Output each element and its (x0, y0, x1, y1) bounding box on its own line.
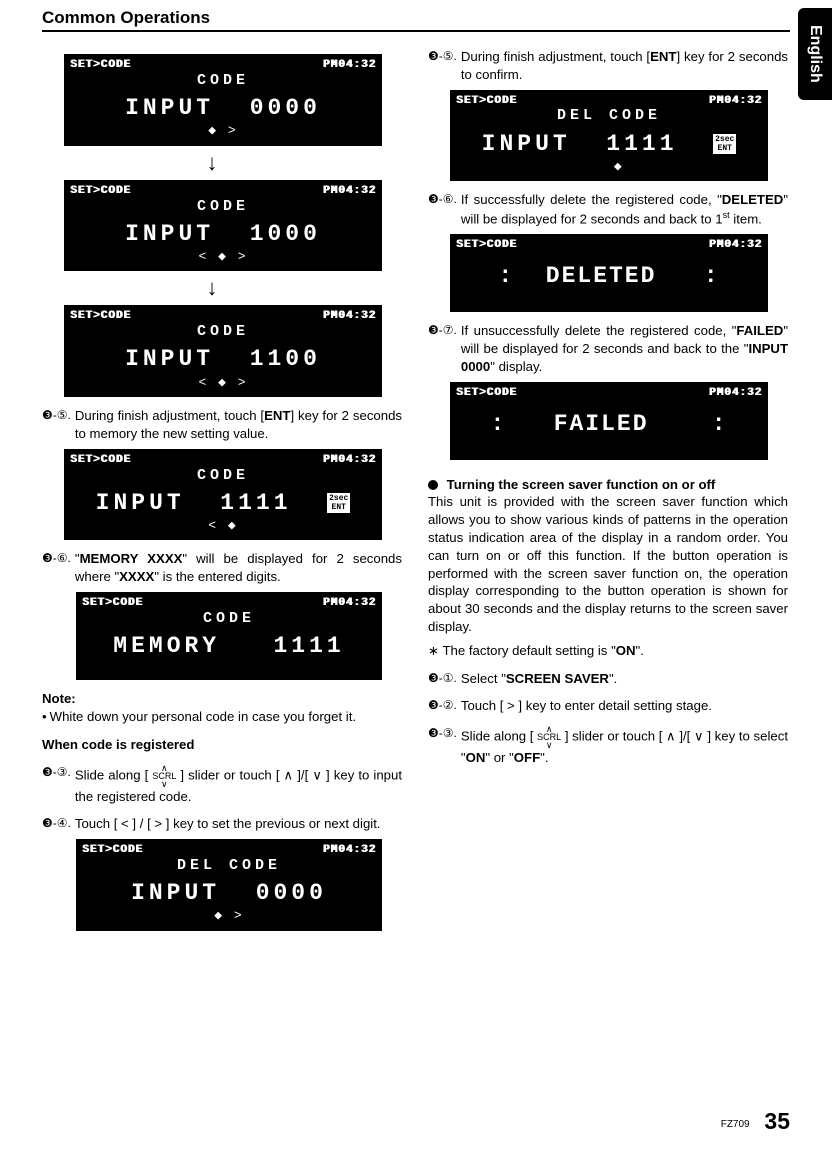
lcd-main: INPUT 0000 (70, 93, 376, 124)
factory-default-note: ∗ The factory default setting is "ON". (428, 642, 788, 660)
step-number: ❸-⑦. (428, 322, 457, 375)
note-text: White down your personal code in case yo… (50, 708, 356, 726)
section-heading: When code is registered (42, 736, 402, 754)
step: ❸-⑤. During finish adjustment, touch [EN… (428, 48, 788, 84)
step-number: ❸-①. (428, 670, 457, 688)
step-number: ❸-③. (42, 764, 71, 806)
down-arrow-icon: ↓ (42, 152, 360, 174)
lcd-time: PM04:32 (323, 58, 376, 73)
step-text: During finish adjustment, touch [ENT] ke… (461, 48, 788, 84)
language-tab: English (798, 8, 832, 100)
page-number: 35 (764, 1108, 790, 1134)
step: ❸-④. Touch [ < ] / [ > ] key to set the … (42, 815, 402, 833)
left-column: SET>CODE PM04:32 CODE INPUT 0000 ◆ > ↓ SE… (42, 48, 402, 937)
ent-icon: 2secENT (327, 493, 350, 513)
step-text: Slide along [ ∧SCRL∨ ] slider or touch [… (461, 725, 788, 767)
lcd-screen: SET>CODEPM04:32 CODE INPUT 1000 < ◆ > (64, 180, 382, 272)
step-text: During finish adjustment, touch [ENT] ke… (75, 407, 402, 443)
scrl-icon: ∧SCRL∨ (537, 725, 561, 749)
model-number: FZ709 (721, 1119, 750, 1130)
bullet-icon: • (42, 708, 47, 726)
body-text: This unit is provided with the screen sa… (428, 493, 788, 636)
step-number: ❸-③. (428, 725, 457, 767)
step: ❸-①. Select "SCREEN SAVER". (428, 670, 788, 688)
step-number: ❸-②. (428, 697, 457, 715)
lcd-screen: SET>CODEPM04:32 : FAILED : (450, 382, 768, 460)
ent-icon: 2secENT (713, 134, 736, 154)
section-heading: Turning the screen saver function on or … (428, 476, 788, 494)
lcd-screen: SET>CODEPM04:32 DEL CODE INPUT 0000 ◆ > (76, 839, 382, 931)
lcd-screen: SET>CODEPM04:32 DEL CODE INPUT 1111 2sec… (450, 90, 768, 182)
lcd-set: SET>CODE (70, 58, 131, 73)
page: Common Operations English SET>CODEPM04:3… (0, 0, 832, 1149)
down-arrow-icon: ↓ (42, 277, 360, 299)
step: ❸-⑤. During finish adjustment, touch [EN… (42, 407, 402, 443)
step: ❸-③. Slide along [ ∧SCRL∨ ] slider or to… (428, 725, 788, 767)
step-text: If successfully delete the registered co… (461, 191, 788, 228)
bullet-icon (428, 480, 438, 490)
step-text: Slide along [ ∧SCRL∨ ] slider or touch [… (75, 764, 402, 806)
step-number: ❸-④. (42, 815, 71, 833)
step: ❸-②. Touch [ > ] key to enter detail set… (428, 697, 788, 715)
columns: SET>CODE PM04:32 CODE INPUT 0000 ◆ > ↓ SE… (42, 48, 790, 937)
note-item: • White down your personal code in case … (42, 708, 402, 726)
step: ❸-⑥. "MEMORY XXXX" will be displayed for… (42, 550, 402, 586)
step-number: ❸-⑥. (42, 550, 71, 586)
lcd-nav: ◆ > (70, 122, 376, 140)
step: ❸-③. Slide along [ ∧SCRL∨ ] slider or to… (42, 764, 402, 806)
lcd-screen: SET>CODEPM04:32 CODE INPUT 1100 < ◆ > (64, 305, 382, 397)
footer: FZ709 35 (721, 1108, 790, 1135)
step-number: ❸-⑤. (42, 407, 71, 443)
step-number: ❸-⑤. (428, 48, 457, 84)
lcd-screen: SET>CODE PM04:32 CODE INPUT 0000 ◆ > (64, 54, 382, 146)
step-text: If unsuccessfully delete the registered … (461, 322, 788, 375)
scrl-icon: ∧SCRL∨ (152, 764, 176, 788)
step-text: "MEMORY XXXX" will be displayed for 2 se… (75, 550, 402, 586)
lcd-screen: SET>CODEPM04:32 : DELETED : (450, 234, 768, 312)
lcd-title: CODE (70, 71, 376, 91)
note-heading: Note: (42, 690, 402, 708)
step-text: Select "SCREEN SAVER". (461, 670, 788, 688)
right-column: ❸-⑤. During finish adjustment, touch [EN… (428, 48, 788, 937)
lcd-screen: SET>CODEPM04:32 CODE INPUT 1111 2secENT … (64, 449, 382, 541)
page-title: Common Operations (42, 8, 790, 32)
step: ❸-⑦. If unsuccessfully delete the regist… (428, 322, 788, 375)
step-text: Touch [ > ] key to enter detail setting … (461, 697, 788, 715)
step: ❸-⑥. If successfully delete the register… (428, 191, 788, 228)
step-number: ❸-⑥. (428, 191, 457, 228)
step-text: Touch [ < ] / [ > ] key to set the previ… (75, 815, 402, 833)
lcd-screen: SET>CODEPM04:32 CODE MEMORY 1111 (76, 592, 382, 680)
